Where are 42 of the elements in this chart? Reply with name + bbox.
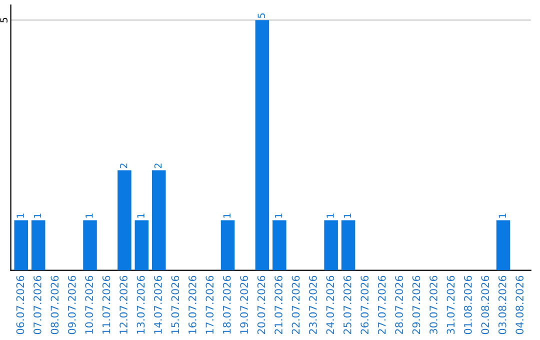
x-tick-label: 22.07.2026: [292, 276, 300, 334]
x-tick-label: 10.07.2026: [85, 276, 94, 334]
data-label: 1: [86, 214, 93, 218]
data-label: 1: [498, 214, 506, 218]
x-tick-label: 13.07.2026: [136, 276, 145, 334]
x-tick-label: 09.07.2026: [68, 276, 76, 334]
x-tick-label: 20.07.2026: [257, 276, 266, 334]
x-tick-label: 30.07.2026: [430, 276, 438, 334]
data-label: 5: [258, 13, 266, 18]
x-tick-label: 06.07.2026: [16, 276, 24, 334]
data-label: 2: [154, 164, 162, 168]
x-tick-label: 21.07.2026: [274, 276, 282, 334]
data-label: 1: [223, 214, 230, 218]
x-tick-label: 16.07.2026: [188, 276, 196, 334]
x-tick-label: 23.07.2026: [309, 276, 317, 334]
x-tick-label: 31.07.2026: [446, 276, 455, 334]
data-label: 1: [275, 214, 282, 218]
x-tick-label: 11.07.2026: [102, 276, 110, 334]
x-tick-label: 29.07.2026: [412, 276, 420, 334]
x-tick-label: 24.07.2026: [326, 276, 334, 334]
x-tick-label: 25.07.2026: [343, 276, 352, 334]
x-tick-label: 17.07.2026: [206, 276, 214, 334]
x-tick-label: 27.07.2026: [378, 276, 386, 334]
x-tick-label: 03.08.2026: [498, 276, 506, 334]
data-label: 1: [344, 214, 351, 218]
data-label: 1: [16, 214, 24, 218]
x-tick-label: 02.08.2026: [481, 276, 490, 334]
x-tick-label: 14.07.2026: [154, 276, 162, 334]
x-tick-label: 01.08.2026: [464, 276, 472, 334]
data-label: 2: [120, 164, 128, 168]
x-tick-label: 18.07.2026: [222, 276, 231, 334]
data-label: 1: [34, 214, 42, 218]
x-tick-label: 12.07.2026: [120, 276, 128, 334]
x-tick-label: 19.07.2026: [240, 276, 248, 334]
x-tick-label: 15.07.2026: [171, 276, 180, 334]
x-tick-label: 28.07.2026: [395, 276, 403, 334]
data-label: 1: [326, 214, 334, 218]
x-tick-label: 26.07.2026: [360, 276, 369, 334]
x-tick-label: 08.07.2026: [50, 276, 59, 334]
data-label: 1: [137, 214, 144, 218]
x-tick-label: 04.08.2026: [516, 276, 524, 334]
x-tick-label: 07.07.2026: [33, 276, 42, 334]
